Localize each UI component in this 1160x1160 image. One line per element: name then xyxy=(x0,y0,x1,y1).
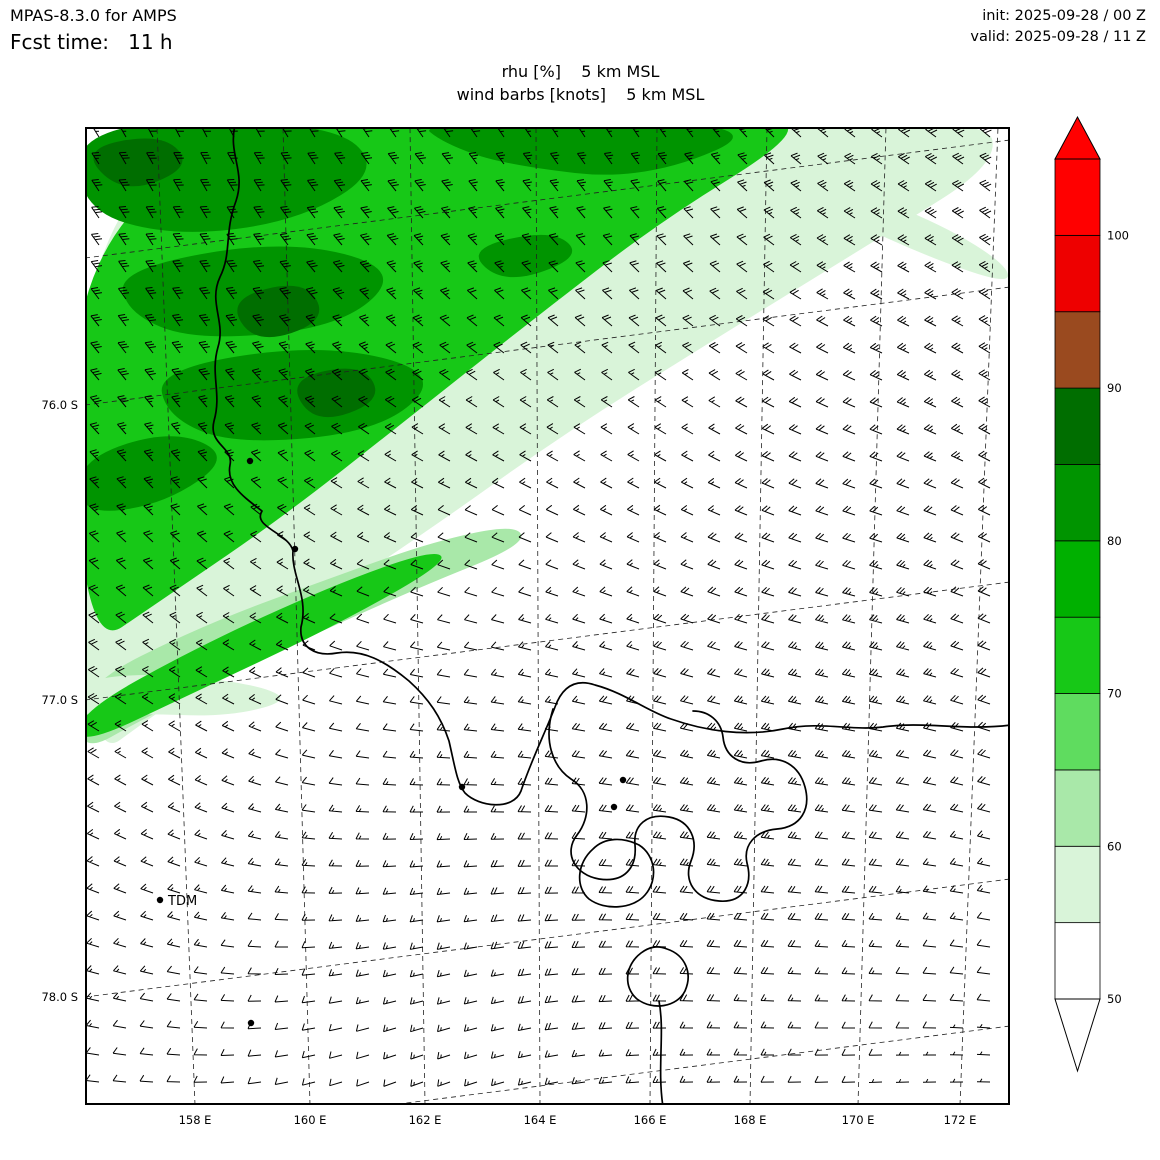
colorbar-body: 100 90 80 70 60 50 xyxy=(1054,115,1129,1073)
wind-barb-field xyxy=(85,127,992,1087)
station-layer: TDM xyxy=(156,457,627,1027)
colorbar: 100 90 80 70 60 50 xyxy=(1054,115,1129,1073)
colorbar-segment xyxy=(1054,311,1101,389)
meridian-line xyxy=(156,127,196,1105)
meridian-line xyxy=(857,127,887,1105)
x-tick-label: 170 E xyxy=(841,1113,875,1127)
wind-barb-layer xyxy=(85,127,992,1087)
colorbar-tick-label: 90 xyxy=(1107,381,1122,395)
rhu-region-55 xyxy=(835,192,1009,279)
parallel-line xyxy=(85,286,1010,406)
valid-time-label: valid: 2025-09-28 / 11 Z xyxy=(970,29,1146,45)
x-tick-label: 162 E xyxy=(408,1113,442,1127)
station-dot xyxy=(619,776,627,784)
header-right: init: 2025-09-28 / 00 Z valid: 2025-09-2… xyxy=(970,6,1146,48)
colorbar-segment xyxy=(1054,540,1101,618)
colorbar-segment xyxy=(1054,387,1101,465)
station-dot xyxy=(246,457,254,465)
colorbar-segment xyxy=(1054,616,1101,694)
station-dot xyxy=(247,1019,255,1027)
coastline xyxy=(578,838,655,908)
map-canvas: TDM xyxy=(85,127,1010,1105)
meridian-line xyxy=(749,127,768,1105)
title-wind-line: wind barbs [knots] 5 km MSL xyxy=(456,85,705,104)
rhu-region-86 xyxy=(237,285,320,338)
title-field-line: rhu [%] 5 km MSL xyxy=(501,62,660,81)
colorbar-over-arrow xyxy=(1054,115,1101,160)
meridian-line xyxy=(535,127,541,1105)
forecast-time-label: Fcst time: 11 h xyxy=(10,30,173,54)
parallel-line xyxy=(85,581,1010,701)
meridian-line xyxy=(409,127,426,1105)
x-tick-label: 160 E xyxy=(293,1113,327,1127)
colorbar-tick-label: 60 xyxy=(1107,839,1122,853)
y-tick-label: 77.0 S xyxy=(41,693,78,707)
colorbar-tick-label: 80 xyxy=(1107,534,1122,548)
map-panel: TDM xyxy=(85,127,1010,1105)
meridian-line xyxy=(959,127,999,1105)
rhu-region-86 xyxy=(93,138,183,187)
y-tick-label: 76.0 S xyxy=(41,398,78,412)
station-dot xyxy=(458,783,466,791)
x-tick-label: 172 E xyxy=(943,1113,977,1127)
station-dot xyxy=(291,545,299,553)
colorbar-segment xyxy=(1054,158,1101,236)
y-tick-label: 78.0 S xyxy=(41,990,78,1004)
init-time-label: init: 2025-09-28 / 00 Z xyxy=(982,8,1146,24)
colorbar-segment xyxy=(1054,922,1101,1000)
meridian-line xyxy=(649,127,658,1105)
colorbar-segment xyxy=(1054,845,1101,924)
colorbar-segment xyxy=(1054,693,1101,771)
rhu-region-86 xyxy=(297,368,376,418)
graticule-layer xyxy=(85,127,1010,1105)
colorbar-tick-label: 70 xyxy=(1107,687,1122,701)
coastline xyxy=(658,1000,664,1105)
x-tick-label: 168 E xyxy=(733,1113,767,1127)
rhu-fill-layer xyxy=(85,127,1009,744)
parallel-line xyxy=(85,139,1010,259)
rhu-region-78 xyxy=(85,436,217,511)
x-tick-label: 166 E xyxy=(633,1113,667,1127)
map-frame xyxy=(85,127,1010,1105)
colorbar-under-arrow xyxy=(1054,998,1101,1073)
colorbar-segment xyxy=(1054,234,1101,313)
x-tick-label: 164 E xyxy=(523,1113,557,1127)
parallel-line xyxy=(387,1025,1010,1105)
station-dot xyxy=(156,896,164,904)
station-dot xyxy=(610,803,618,811)
x-tick-label: 158 E xyxy=(178,1113,212,1127)
meridian-line xyxy=(282,127,311,1105)
coastline xyxy=(212,127,1010,806)
colorbar-segment xyxy=(1054,464,1101,542)
colorbar-tick-label: 50 xyxy=(1107,992,1122,1006)
station-label: TDM xyxy=(167,894,197,909)
colorbar-segment xyxy=(1054,769,1101,847)
plot-title: rhu [%] 5 km MSL wind barbs [knots] 5 km… xyxy=(118,60,1043,106)
header-left: MPAS-8.3.0 for AMPS Fcst time: 11 h xyxy=(10,6,177,54)
colorbar-tick-label: 100 xyxy=(1107,228,1129,242)
parallel-line xyxy=(85,878,1010,998)
model-label: MPAS-8.3.0 for AMPS xyxy=(10,6,177,25)
rhu-region-70 xyxy=(85,554,442,737)
